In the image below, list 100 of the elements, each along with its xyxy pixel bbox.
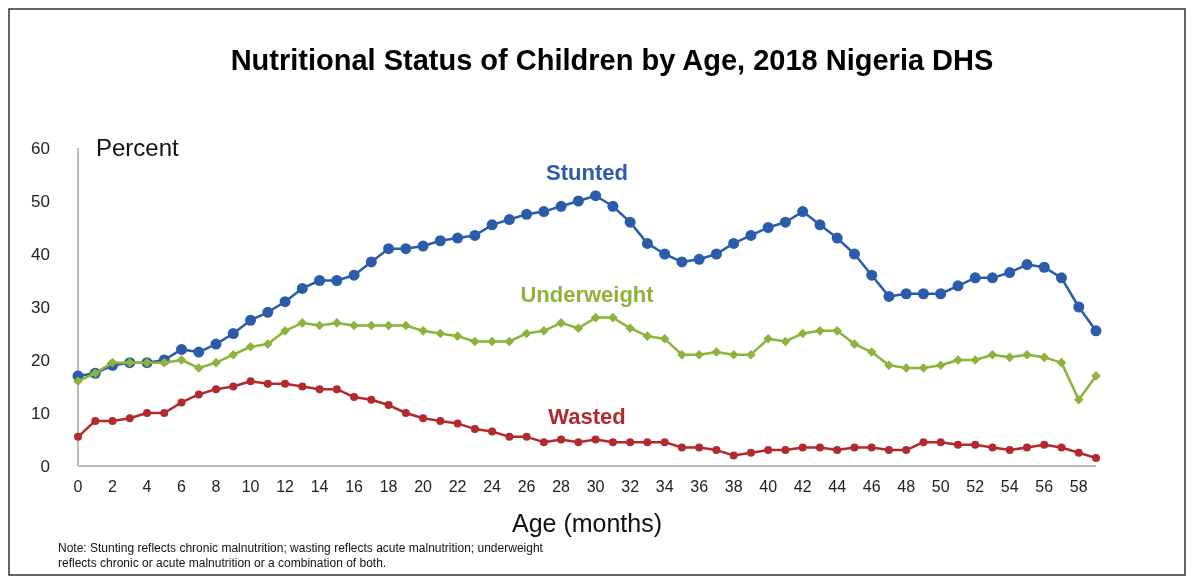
point — [901, 363, 911, 373]
point — [694, 349, 704, 360]
point — [728, 237, 740, 249]
x-tick-label: 14 — [310, 478, 329, 495]
point — [538, 206, 550, 218]
point — [779, 216, 791, 228]
point — [710, 248, 722, 260]
point — [193, 363, 204, 373]
point — [1039, 352, 1050, 363]
point — [366, 320, 377, 331]
x-tick-label: 56 — [1035, 478, 1054, 495]
x-tick-label: 10 — [241, 478, 260, 495]
point — [607, 200, 619, 212]
point — [624, 216, 636, 228]
point — [918, 363, 929, 373]
point — [365, 256, 377, 268]
point — [1022, 349, 1032, 360]
point — [434, 235, 446, 247]
point — [608, 438, 617, 447]
point — [212, 385, 221, 394]
point — [574, 438, 583, 447]
point — [470, 336, 480, 347]
point — [297, 318, 308, 328]
point — [883, 290, 895, 302]
point — [988, 443, 997, 452]
x-tick-label: 18 — [379, 478, 398, 495]
point — [315, 385, 324, 394]
point — [452, 331, 463, 341]
point — [797, 206, 809, 218]
point — [952, 280, 964, 292]
point — [884, 360, 894, 371]
point — [867, 443, 876, 452]
point — [245, 314, 257, 326]
point — [401, 409, 410, 417]
point — [573, 323, 584, 333]
point — [469, 229, 481, 241]
point — [590, 190, 602, 202]
point — [348, 269, 360, 281]
point — [486, 219, 498, 231]
point — [798, 443, 807, 452]
point — [849, 339, 860, 349]
point — [728, 349, 739, 360]
point — [1092, 454, 1100, 463]
point — [108, 416, 117, 425]
point — [1038, 261, 1050, 273]
point — [659, 248, 671, 260]
point — [900, 288, 912, 300]
point — [229, 382, 238, 391]
x-tick-label: 12 — [276, 478, 295, 495]
point — [505, 432, 514, 441]
x-tick-label: 30 — [586, 478, 605, 495]
point — [866, 347, 877, 357]
point — [902, 446, 911, 455]
point — [1004, 267, 1016, 279]
point — [677, 443, 686, 452]
point — [263, 379, 272, 388]
point — [245, 341, 256, 352]
point — [590, 312, 601, 323]
point — [453, 419, 462, 428]
point — [659, 334, 670, 344]
x-tick-label: 58 — [1069, 478, 1088, 495]
point — [521, 208, 533, 220]
point — [831, 232, 843, 244]
point — [539, 326, 549, 336]
point — [193, 346, 205, 358]
x-tick-label: 52 — [966, 478, 985, 495]
x-tick-label: 42 — [793, 478, 812, 495]
point — [177, 398, 186, 407]
point — [143, 409, 152, 417]
point — [919, 438, 928, 447]
x-tick-label: 40 — [759, 478, 778, 495]
point — [1040, 440, 1049, 449]
point — [332, 318, 342, 328]
point — [349, 320, 359, 331]
chart-title: Nutritional Status of Children by Age, 2018 Nigeria DHS — [230, 44, 994, 76]
point — [1073, 394, 1084, 405]
x-tick-label: 6 — [177, 478, 187, 495]
point — [935, 360, 946, 371]
point — [176, 343, 188, 355]
y-tick-label: 40 — [31, 244, 50, 264]
y-tick-label: 50 — [31, 191, 50, 211]
point — [643, 438, 652, 447]
point — [884, 446, 893, 455]
point — [296, 282, 308, 294]
y-axis-title: Percent — [96, 134, 180, 161]
point — [488, 427, 497, 436]
point — [557, 435, 566, 444]
point — [539, 438, 548, 447]
y-tick-label: 30 — [31, 297, 50, 317]
point — [1055, 272, 1067, 284]
x-tick-label: 54 — [1000, 478, 1019, 495]
x-tick-label: 32 — [621, 478, 640, 495]
x-tick-label: 24 — [483, 478, 502, 495]
series-label: Stunted — [546, 159, 628, 185]
point — [935, 288, 947, 300]
point — [729, 451, 738, 460]
point — [591, 435, 600, 444]
point — [194, 390, 203, 399]
point — [125, 414, 134, 423]
point — [833, 446, 842, 455]
